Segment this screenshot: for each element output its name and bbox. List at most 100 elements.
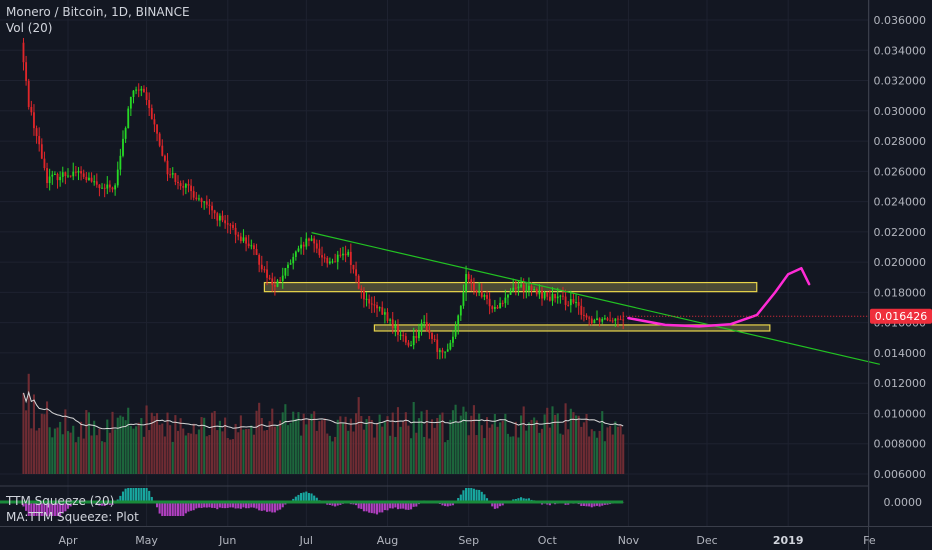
candle-body xyxy=(226,223,229,225)
candle-body xyxy=(522,284,525,292)
candle-body xyxy=(428,330,431,334)
candle-body xyxy=(247,243,250,247)
volume-bar xyxy=(27,373,30,474)
candle-body xyxy=(538,290,541,295)
volume-bar xyxy=(512,436,515,474)
candle-body xyxy=(617,318,619,320)
volume-bar xyxy=(399,426,402,474)
squeeze-bar xyxy=(260,502,263,511)
volume-bar xyxy=(150,412,153,474)
squeeze-bar xyxy=(357,502,360,509)
candle-body xyxy=(74,171,77,173)
volume-bar xyxy=(74,442,77,474)
candle-body xyxy=(281,275,284,282)
volume-bar xyxy=(480,425,483,474)
volume-bar xyxy=(433,427,436,474)
squeeze-bar xyxy=(415,502,418,507)
squeeze-bar xyxy=(247,502,250,509)
candle-body xyxy=(200,198,203,202)
candle-body xyxy=(161,145,164,156)
candle-body xyxy=(397,325,399,335)
squeeze-bar xyxy=(410,502,413,510)
time-axis-labels[interactable]: Apr May Jun Jul Aug Sep Oct Nov Dec 2019 Fe xyxy=(58,534,875,547)
symbol-legend[interactable]: Monero / Bitcoin, 1D, BINANCE xyxy=(6,5,190,19)
squeeze-bar xyxy=(48,502,51,516)
squeeze-bar xyxy=(200,502,203,509)
squeeze-bar xyxy=(265,502,269,512)
candle-body xyxy=(190,185,193,192)
volume-bar xyxy=(585,414,588,474)
candle-body xyxy=(491,306,494,309)
squeeze-bar xyxy=(297,494,300,502)
candle-body xyxy=(69,175,72,177)
candle-body xyxy=(611,320,614,322)
candle-body xyxy=(263,269,266,271)
volume-bar xyxy=(567,429,570,474)
candle-body xyxy=(88,177,90,181)
squeeze-bar xyxy=(231,502,235,508)
volume-bar xyxy=(98,428,101,474)
candle-body xyxy=(229,224,232,226)
volume-bar xyxy=(182,428,185,474)
candle-body xyxy=(475,290,478,293)
volume-bar xyxy=(546,407,549,474)
volume-legend[interactable]: Vol (20) xyxy=(6,21,52,35)
time-tick-label: Jul xyxy=(299,534,313,547)
candle-body xyxy=(449,342,452,350)
candle-body xyxy=(148,99,151,109)
indicator-legend[interactable]: TTM Squeeze (20) xyxy=(6,494,114,508)
squeeze-bar xyxy=(399,502,402,509)
candlesticks[interactable] xyxy=(22,37,625,360)
volume-bar xyxy=(606,427,609,474)
ttm-squeeze-histogram xyxy=(0,488,625,516)
squeeze-bar xyxy=(446,502,449,507)
time-tick-label: 2019 xyxy=(773,534,804,547)
volume-bar xyxy=(213,410,216,474)
candle-body xyxy=(423,321,426,324)
candle-body xyxy=(454,325,457,337)
candle-body xyxy=(609,320,612,322)
price-tick-label: 0.036000 xyxy=(874,14,927,27)
candle-body xyxy=(106,184,109,189)
candle-body xyxy=(198,198,200,200)
squeeze-bar xyxy=(166,502,169,516)
volume-bar xyxy=(271,408,274,474)
candle-body xyxy=(376,305,378,309)
squeeze-bar xyxy=(268,502,271,512)
volume-bar xyxy=(580,426,583,474)
indicator-ma-legend[interactable]: MA:TTM Squeeze: Plot xyxy=(6,510,139,524)
volume-bar xyxy=(430,419,434,474)
squeeze-bar xyxy=(590,502,593,508)
price-tick-label: 0.018000 xyxy=(874,286,927,299)
volume-bar xyxy=(155,413,159,474)
candle-body xyxy=(213,210,216,214)
price-axis-labels[interactable]: 0.036000 0.034000 0.032000 0.030000 0.028000… xyxy=(874,14,927,481)
squeeze-bar xyxy=(475,489,478,502)
squeeze-bar xyxy=(582,502,585,506)
candle-body xyxy=(245,237,247,244)
squeeze-bar xyxy=(593,502,596,507)
squeeze-bar xyxy=(601,502,604,506)
volume-bar xyxy=(533,417,536,474)
volume-bar xyxy=(85,410,88,474)
candle-body xyxy=(53,173,56,175)
squeeze-bar xyxy=(203,502,206,508)
candle-body xyxy=(40,144,43,159)
candle-body xyxy=(237,234,240,237)
candle-body xyxy=(156,124,158,134)
volume-bar xyxy=(509,436,512,474)
candle-body xyxy=(457,315,460,326)
volume-bar xyxy=(38,428,41,474)
time-tick-label: Nov xyxy=(618,534,640,547)
squeeze-bar xyxy=(472,488,475,502)
candle-body xyxy=(72,171,75,177)
volume-bar xyxy=(394,436,397,474)
squeeze-bar xyxy=(522,498,525,502)
volume-bar xyxy=(611,434,614,474)
volume-bar xyxy=(114,429,117,474)
squeeze-bar xyxy=(132,488,135,502)
volume-bar xyxy=(171,441,174,474)
squeeze-bar xyxy=(389,502,392,509)
